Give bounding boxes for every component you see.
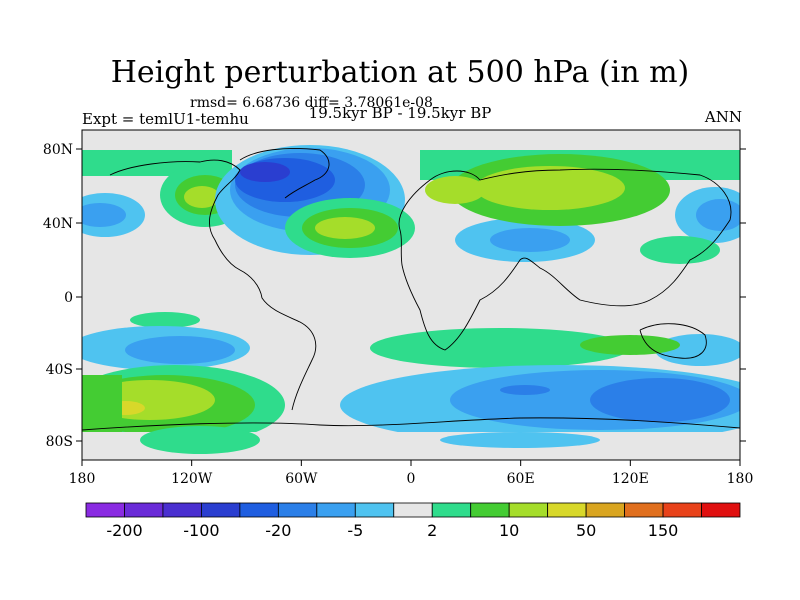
colorbar-label: 2 xyxy=(427,521,437,540)
colorbar-swatch xyxy=(393,502,433,518)
field-satl-high xyxy=(370,328,630,368)
lat-tick-label: 80N xyxy=(43,142,73,158)
colorbar-swatch xyxy=(547,502,587,518)
season-label: ANN xyxy=(704,108,742,126)
lat-tick-label: 80S xyxy=(46,434,73,450)
colorbar-swatch xyxy=(239,502,279,518)
field-sib-high-core xyxy=(475,166,625,210)
field-med-low-core xyxy=(490,228,570,252)
coast-americas xyxy=(109,159,317,411)
colorbar-label: -100 xyxy=(183,521,219,540)
lon-tick-label: 60W xyxy=(285,471,318,487)
field-sh-high-edge xyxy=(82,375,122,435)
field-easia-high xyxy=(640,236,720,264)
colorbar-swatch xyxy=(431,502,472,518)
field-na-high-core xyxy=(184,186,220,208)
lat-tick-label: 40S xyxy=(46,362,73,378)
field-spac-low-core xyxy=(125,336,235,364)
colorbar-label: 150 xyxy=(648,521,679,540)
colorbar-swatch xyxy=(508,502,549,518)
colorbar-swatch xyxy=(85,502,125,518)
lon-tick-label: 60E xyxy=(507,471,535,487)
colorbar-swatch xyxy=(701,502,741,518)
field-so-low-core xyxy=(590,378,730,422)
colorbar-label: -200 xyxy=(106,521,142,540)
coast-antarctica xyxy=(82,417,740,431)
colorbar-swatch xyxy=(124,502,164,518)
coast-eurasia-africa xyxy=(398,168,732,351)
latitude-axis: 80N 40N 0 40S 80S xyxy=(43,142,746,450)
field-npac-east-core xyxy=(696,199,740,231)
map-title: Height perturbation at 500 hPa (in m) xyxy=(110,55,690,90)
stats-text: rmsd= 6.68736 diff= 3.78061e-08 xyxy=(190,95,433,111)
field-antarctic-low xyxy=(440,432,600,448)
lon-tick-label: 120W xyxy=(171,471,213,487)
colorbar-swatch xyxy=(201,502,241,518)
coast-greenland xyxy=(239,148,330,199)
colorbar-swatch xyxy=(662,502,702,518)
contour-fields xyxy=(82,145,740,460)
colorbar-label: 10 xyxy=(499,521,519,540)
colorbar-label: 50 xyxy=(576,521,596,540)
colorbar-swatch xyxy=(470,502,510,518)
experiment-label: Expt = temlU1-temhu xyxy=(82,110,249,128)
map-panel xyxy=(81,129,741,461)
coastlines xyxy=(82,148,740,431)
lon-tick-label: 180 xyxy=(69,471,96,487)
lon-tick-label: 0 xyxy=(407,471,416,487)
period-label: 19.5kyr BP - 19.5kyr BP xyxy=(308,104,492,122)
lat-tick-label: 40N xyxy=(43,216,73,232)
field-trop-pacific xyxy=(130,312,200,328)
lon-tick-label: 120E xyxy=(612,471,649,487)
colorbar-swatch xyxy=(354,502,395,518)
field-npac-low-core xyxy=(82,203,126,227)
field-natl-low-peak xyxy=(240,162,290,182)
field-eur-high xyxy=(425,176,485,204)
lon-tick-label: 180 xyxy=(727,471,754,487)
coast-australia xyxy=(639,323,707,359)
colorbar-swatch xyxy=(277,502,318,518)
field-antarctic-high xyxy=(140,426,260,454)
colorbar-swatch xyxy=(585,502,625,518)
longitude-axis: 180 120W 60W 0 60E 120E 180 xyxy=(69,460,754,487)
colorbar-swatch xyxy=(316,502,356,518)
lat-tick-label: 0 xyxy=(64,290,73,306)
field-atl-high-core xyxy=(315,217,375,239)
field-sio-high xyxy=(580,335,680,355)
colorbar-swatch xyxy=(624,502,664,518)
field-so-low-west xyxy=(500,385,550,395)
colorbar-swatch xyxy=(162,502,202,518)
colorbar: -200 -100 -20 -5 2 10 50 150 xyxy=(85,502,741,540)
colorbar-label: -5 xyxy=(347,521,363,540)
colorbar-label: -20 xyxy=(265,521,291,540)
